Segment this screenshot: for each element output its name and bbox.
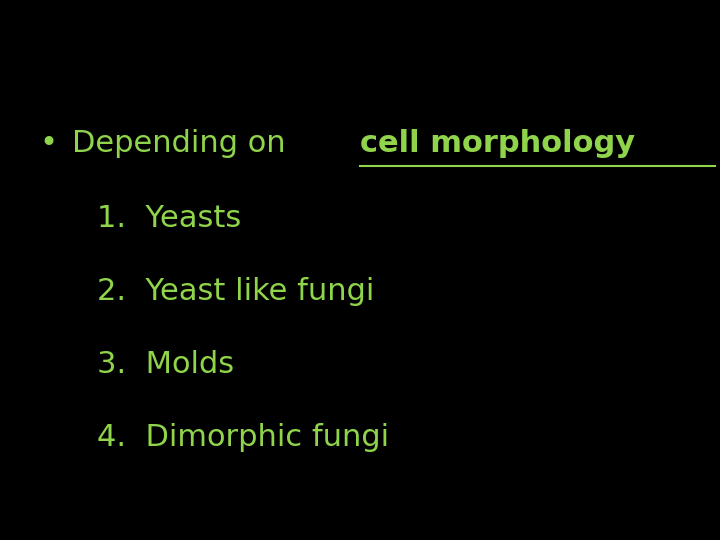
Text: cell morphology: cell morphology — [360, 129, 635, 158]
Text: 3.  Molds: 3. Molds — [97, 350, 234, 379]
Text: Depending on: Depending on — [72, 129, 295, 158]
Text: •: • — [40, 129, 58, 158]
Text: 2.  Yeast like fungi: 2. Yeast like fungi — [97, 277, 374, 306]
Text: 4.  Dimorphic fungi: 4. Dimorphic fungi — [97, 423, 390, 452]
Text: 1.  Yeasts: 1. Yeasts — [97, 204, 241, 233]
